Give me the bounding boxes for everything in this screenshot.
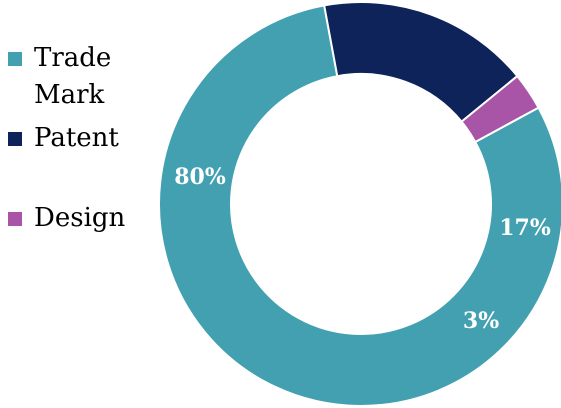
legend-swatch-design (8, 212, 22, 226)
donut-slice-design (460, 74, 540, 144)
data-label-patent: 17% (499, 215, 551, 241)
legend-label-patent: Patent (34, 123, 119, 153)
legend-label-design: Design (34, 203, 126, 233)
legend-swatch-trade-mark (8, 52, 22, 66)
data-label-trade-mark: 80% (174, 164, 226, 190)
legend-label-trade-mark: Trade Mark (34, 43, 112, 110)
data-label-design: 3% (463, 308, 499, 334)
donut-slice-trade-mark (158, 4, 561, 407)
legend-swatch-patent (8, 132, 22, 146)
